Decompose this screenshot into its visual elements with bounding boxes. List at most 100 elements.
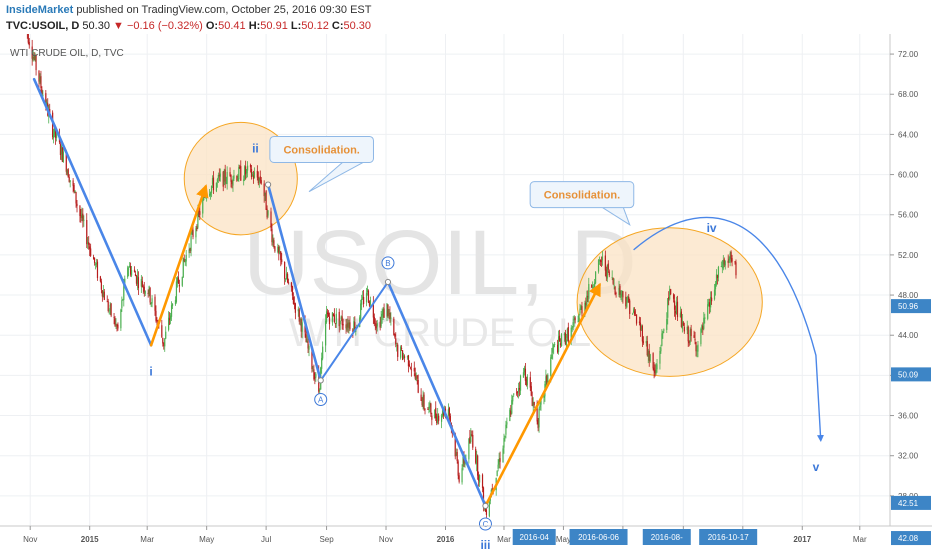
candle-body [564,333,566,344]
candle-body [264,192,266,196]
impulse-up-line [484,282,601,508]
candle-body [669,289,671,300]
candle-body [545,376,547,386]
candle-body [381,313,383,318]
candle-body [563,333,566,336]
candle-body [155,310,157,321]
candle-body [682,322,684,326]
pivot-node [384,278,392,286]
candle-body [171,303,174,306]
candle-body [285,273,288,280]
candle-body [212,177,215,191]
candle-body [574,317,576,321]
candle-body [89,246,91,250]
y-tick-label: 36.00 [898,412,919,421]
y-tick-label: 32.00 [898,452,919,461]
wave-label-i: i [149,364,152,378]
candle-body [53,133,55,139]
y-tick-label: 68.00 [898,90,919,99]
candle-body [434,409,436,419]
candle-body [640,326,643,330]
candle-body [427,408,429,410]
candle-body [546,375,548,383]
candle-body [141,280,143,288]
candle-body [31,46,33,59]
candle-body [113,317,115,318]
candle-body [532,402,534,407]
candle-body [441,407,444,416]
candle-body [99,276,102,282]
candle-body [144,291,146,294]
price-badge [891,367,931,382]
candle-body [585,302,587,306]
candle-body [129,265,131,268]
candle-body [100,281,102,290]
candle-body [273,240,275,247]
candle-body [219,173,221,177]
candle-body [437,414,439,423]
candle-body [686,326,688,331]
candle-body [280,251,282,260]
candle-body [729,253,731,261]
candle-body [225,182,227,184]
candle-body [148,286,150,294]
candle-body [326,312,329,315]
candle-body [122,299,124,301]
candle-body [701,325,703,330]
candle-body [428,406,430,409]
candle-body [245,166,247,175]
candle-body [454,433,456,457]
candle-body [470,434,472,442]
x-tick-label: Nov [379,535,393,544]
candle-body [646,341,648,356]
candle-body [479,475,481,483]
candle-body [294,303,296,313]
candle-body [723,259,725,265]
candle-body [52,112,54,138]
candle-body [332,313,334,317]
x-tick-label: Nov [23,535,37,544]
candle-body [195,228,197,238]
candle-body [274,246,276,252]
candle-body [628,296,630,303]
candle-body [199,211,201,215]
candle-body [223,170,225,185]
candle-body [315,373,317,378]
candle-body [436,416,438,423]
candle-body [328,316,331,325]
candle-body [191,230,193,234]
candle-body [615,293,617,294]
date-badge [569,529,628,545]
candle-body [259,176,261,181]
wave-lines [32,77,824,510]
candle-body [382,309,384,316]
y-tick-label: 60.00 [898,171,919,180]
candle-body [415,377,417,381]
symbol-label: TVC:USOIL, D [6,20,80,32]
candle-body [169,315,172,319]
author-link[interactable]: InsideMarket [6,4,74,16]
candle-body [341,316,343,325]
candle-body [663,329,665,331]
candle-body [150,302,152,305]
candle-body [164,338,166,347]
candle-body [226,171,228,184]
candle-body [379,322,381,328]
candle-body [117,324,119,329]
candle-body [584,302,586,314]
candle-body [676,301,679,318]
candle-body [124,278,126,285]
candle-body [594,282,596,290]
candle-body [372,301,374,318]
candle-body [702,326,704,330]
candle-body [28,41,30,46]
time-axis[interactable]: Nov2015MarMayJulSepNov2016MarMayJulSepNo… [0,525,932,545]
price-axis[interactable]: 72.00 68.00 64.00 60.00 56.00 52.00 48.00 44.00… [889,34,932,546]
candle-body [53,127,56,135]
candle-body [540,399,542,405]
candle-body [383,308,385,318]
candle-body [115,323,117,325]
candle-body [571,327,573,329]
close-value: 50.30 [343,20,372,32]
